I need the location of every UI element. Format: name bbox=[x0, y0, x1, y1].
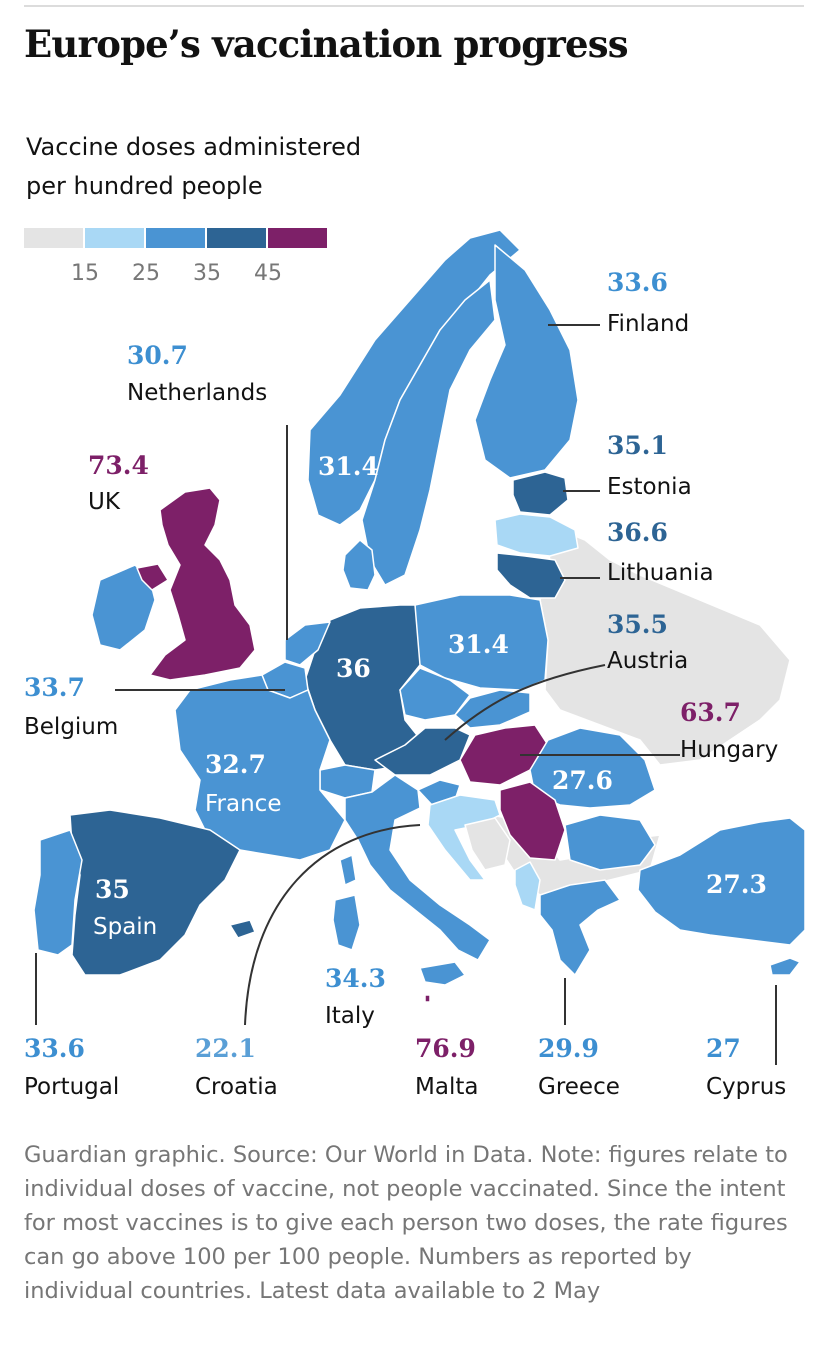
callout-name-hungary: Hungary bbox=[680, 737, 779, 763]
callout-value-belgium: 33.7 bbox=[24, 673, 85, 702]
callout-name-italy: Italy bbox=[325, 1003, 375, 1029]
map-value-poland: 31.4 bbox=[448, 630, 509, 659]
map-value-romania: 27.6 bbox=[552, 766, 613, 795]
country-denmark bbox=[342, 539, 376, 591]
country-finland bbox=[474, 244, 579, 479]
callout-value-greece: 29.9 bbox=[538, 1034, 599, 1063]
country-portugal bbox=[33, 829, 83, 956]
legend-title-line-1: Vaccine doses administered bbox=[26, 133, 362, 161]
callout-name-austria: Austria bbox=[607, 648, 689, 674]
legend-tick-45: 45 bbox=[254, 261, 282, 286]
page-title: Europe’s vaccination progress bbox=[24, 22, 629, 66]
callout-name-croatia: Croatia bbox=[195, 1074, 278, 1100]
country-croatia bbox=[427, 794, 501, 881]
callout-name-uk: UK bbox=[88, 489, 120, 515]
callout-value-croatia: 22.1 bbox=[195, 1034, 256, 1063]
legend-tick-15: 15 bbox=[71, 261, 99, 286]
country-turkey bbox=[637, 817, 806, 946]
callout-name-finland: Finland bbox=[607, 311, 690, 337]
legend-swatch-35-45 bbox=[207, 228, 266, 248]
callout-value-uk: 73.4 bbox=[88, 451, 149, 480]
legend-swatch-45-plus bbox=[268, 228, 327, 248]
callout-value-portugal: 33.6 bbox=[24, 1034, 85, 1063]
country-lithuania bbox=[496, 552, 566, 599]
callout-name-lithuania: Lithuania bbox=[607, 560, 714, 586]
callout-value-lithuania: 36.6 bbox=[607, 518, 668, 547]
country-uk bbox=[149, 487, 256, 681]
country-northern-ireland bbox=[136, 563, 169, 591]
callout-value-austria: 35.5 bbox=[607, 610, 668, 639]
country-italy bbox=[344, 774, 491, 961]
legend-title-line-2: per hundred people bbox=[26, 172, 263, 200]
country-sardinia bbox=[332, 894, 361, 951]
country-latvia bbox=[494, 513, 579, 557]
callout-value-netherlands: 30.7 bbox=[127, 341, 188, 370]
map-label-france: France bbox=[205, 791, 282, 817]
top-rule bbox=[24, 5, 804, 7]
callout-name-greece: Greece bbox=[538, 1074, 620, 1100]
country-slovakia bbox=[454, 689, 531, 729]
map-value-france: 32.7 bbox=[205, 750, 266, 779]
callout-name-netherlands: Netherlands bbox=[127, 380, 268, 406]
legend-tick-35: 35 bbox=[193, 261, 221, 286]
legend-tick-25: 25 bbox=[132, 261, 160, 286]
country-corsica-france bbox=[339, 854, 357, 886]
callout-value-malta: 76.9 bbox=[415, 1034, 476, 1063]
legend-swatch-25-35 bbox=[146, 228, 205, 248]
leader-line-croatia bbox=[244, 824, 421, 1026]
country-bosnia bbox=[464, 817, 511, 871]
country-sicily bbox=[419, 961, 466, 986]
country-albania bbox=[514, 861, 541, 911]
callout-name-cyprus: Cyprus bbox=[706, 1074, 787, 1100]
country-france bbox=[174, 674, 346, 861]
legend-title: Vaccine doses administered per hundred p… bbox=[26, 128, 361, 206]
country-bulgaria bbox=[564, 814, 656, 871]
island-malta bbox=[424, 994, 431, 1003]
leader-lines bbox=[35, 324, 777, 1065]
callout-value-estonia: 35.1 bbox=[607, 431, 668, 460]
callout-name-belgium: Belgium bbox=[24, 714, 119, 740]
country-spain bbox=[69, 809, 241, 976]
callout-name-malta: Malta bbox=[415, 1074, 479, 1100]
map-value-spain: 35 bbox=[95, 875, 130, 904]
country-estonia bbox=[512, 471, 569, 516]
callout-value-cyprus: 27 bbox=[706, 1034, 741, 1063]
country-czechia bbox=[399, 667, 471, 721]
legend-swatch-no-data bbox=[24, 228, 83, 248]
legend-swatch-15-25 bbox=[85, 228, 144, 248]
country-greece bbox=[539, 879, 621, 976]
country-balearics bbox=[229, 919, 256, 939]
country-cyprus bbox=[769, 957, 801, 976]
map-label-spain: Spain bbox=[93, 914, 158, 940]
callout-value-hungary: 63.7 bbox=[680, 698, 741, 727]
map-value-sweden: 31.4 bbox=[318, 452, 379, 481]
footnote: Guardian graphic. Source: Our World in D… bbox=[24, 1142, 788, 1304]
callout-value-finland: 33.6 bbox=[607, 268, 668, 297]
callout-value-italy: 34.3 bbox=[325, 964, 386, 993]
map-value-turkey: 27.3 bbox=[706, 870, 767, 899]
callout-name-estonia: Estonia bbox=[607, 474, 692, 500]
leader-line-austria bbox=[444, 664, 606, 741]
map-value-germany: 36 bbox=[336, 654, 371, 683]
callout-name-portugal: Portugal bbox=[24, 1074, 120, 1100]
country-netherlands bbox=[284, 621, 331, 666]
country-serbia bbox=[499, 781, 566, 861]
